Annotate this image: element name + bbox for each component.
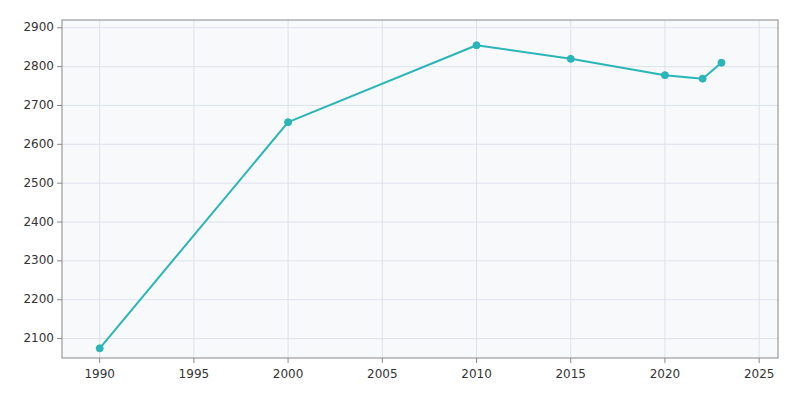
x-tick-label: 2000 <box>273 367 304 381</box>
y-tick-label: 2400 <box>23 215 54 229</box>
y-tick <box>57 183 62 184</box>
x-tick <box>193 358 194 363</box>
data-layer <box>96 42 725 352</box>
axes: 2100 2200 2300 2400 2500 2600 2700 2800 2900 1990… <box>23 20 774 381</box>
x-grid-line <box>664 20 665 358</box>
chart-container: 2100 2200 2300 2400 2500 2600 2700 2800 2900 1990… <box>0 0 800 400</box>
y-tick-label: 2600 <box>23 137 54 151</box>
x-tick <box>570 358 571 363</box>
y-tick <box>57 66 62 67</box>
x-grid-line <box>759 20 760 358</box>
y-tick <box>57 338 62 339</box>
data-point <box>699 75 706 82</box>
x-tick-label: 2020 <box>650 367 681 381</box>
y-grid-line <box>62 338 778 339</box>
data-point <box>718 59 725 66</box>
x-grid-line <box>476 20 477 358</box>
chart-svg: 2100 2200 2300 2400 2500 2600 2700 2800 2900 1990… <box>0 0 800 400</box>
data-point <box>473 42 480 49</box>
x-tick <box>99 358 100 363</box>
y-tick-label: 2500 <box>23 176 54 190</box>
x-grid-line <box>382 20 383 358</box>
x-tick-label: 2005 <box>367 367 398 381</box>
x-tick <box>476 358 477 363</box>
x-grid-line <box>99 20 100 358</box>
y-grid-line <box>62 144 778 145</box>
plot-frame <box>62 20 778 358</box>
x-tick <box>288 358 289 363</box>
y-tick <box>57 260 62 261</box>
y-tick <box>57 222 62 223</box>
y-tick-label: 2200 <box>23 292 54 306</box>
data-point <box>567 55 574 62</box>
x-grid-line <box>288 20 289 358</box>
y-tick <box>57 27 62 28</box>
y-grid-line <box>62 222 778 223</box>
y-tick <box>57 105 62 106</box>
data-point <box>661 72 668 79</box>
y-grid-line <box>62 27 778 28</box>
y-tick <box>57 144 62 145</box>
x-tick-label: 1995 <box>179 367 210 381</box>
y-grid-line <box>62 260 778 261</box>
x-tick-label: 2010 <box>461 367 492 381</box>
y-grid-line <box>62 183 778 184</box>
x-tick-label: 2025 <box>744 367 775 381</box>
data-point <box>96 345 103 352</box>
y-tick-label: 2900 <box>23 20 54 34</box>
y-grid-line <box>62 66 778 67</box>
y-tick <box>57 299 62 300</box>
x-tick <box>759 358 760 363</box>
data-line <box>100 45 722 348</box>
x-tick-label: 1990 <box>84 367 115 381</box>
data-point <box>285 119 292 126</box>
y-tick-label: 2800 <box>23 59 54 73</box>
x-tick <box>382 358 383 363</box>
x-grid-line <box>193 20 194 358</box>
y-tick-label: 2700 <box>23 98 54 112</box>
y-grid-line <box>62 299 778 300</box>
x-grid-line <box>570 20 571 358</box>
x-tick <box>664 358 665 363</box>
plot-background <box>62 20 778 358</box>
y-tick-label: 2100 <box>23 331 54 345</box>
grid <box>62 20 778 358</box>
y-tick-label: 2300 <box>23 253 54 267</box>
x-tick-label: 2015 <box>555 367 586 381</box>
y-grid-line <box>62 105 778 106</box>
